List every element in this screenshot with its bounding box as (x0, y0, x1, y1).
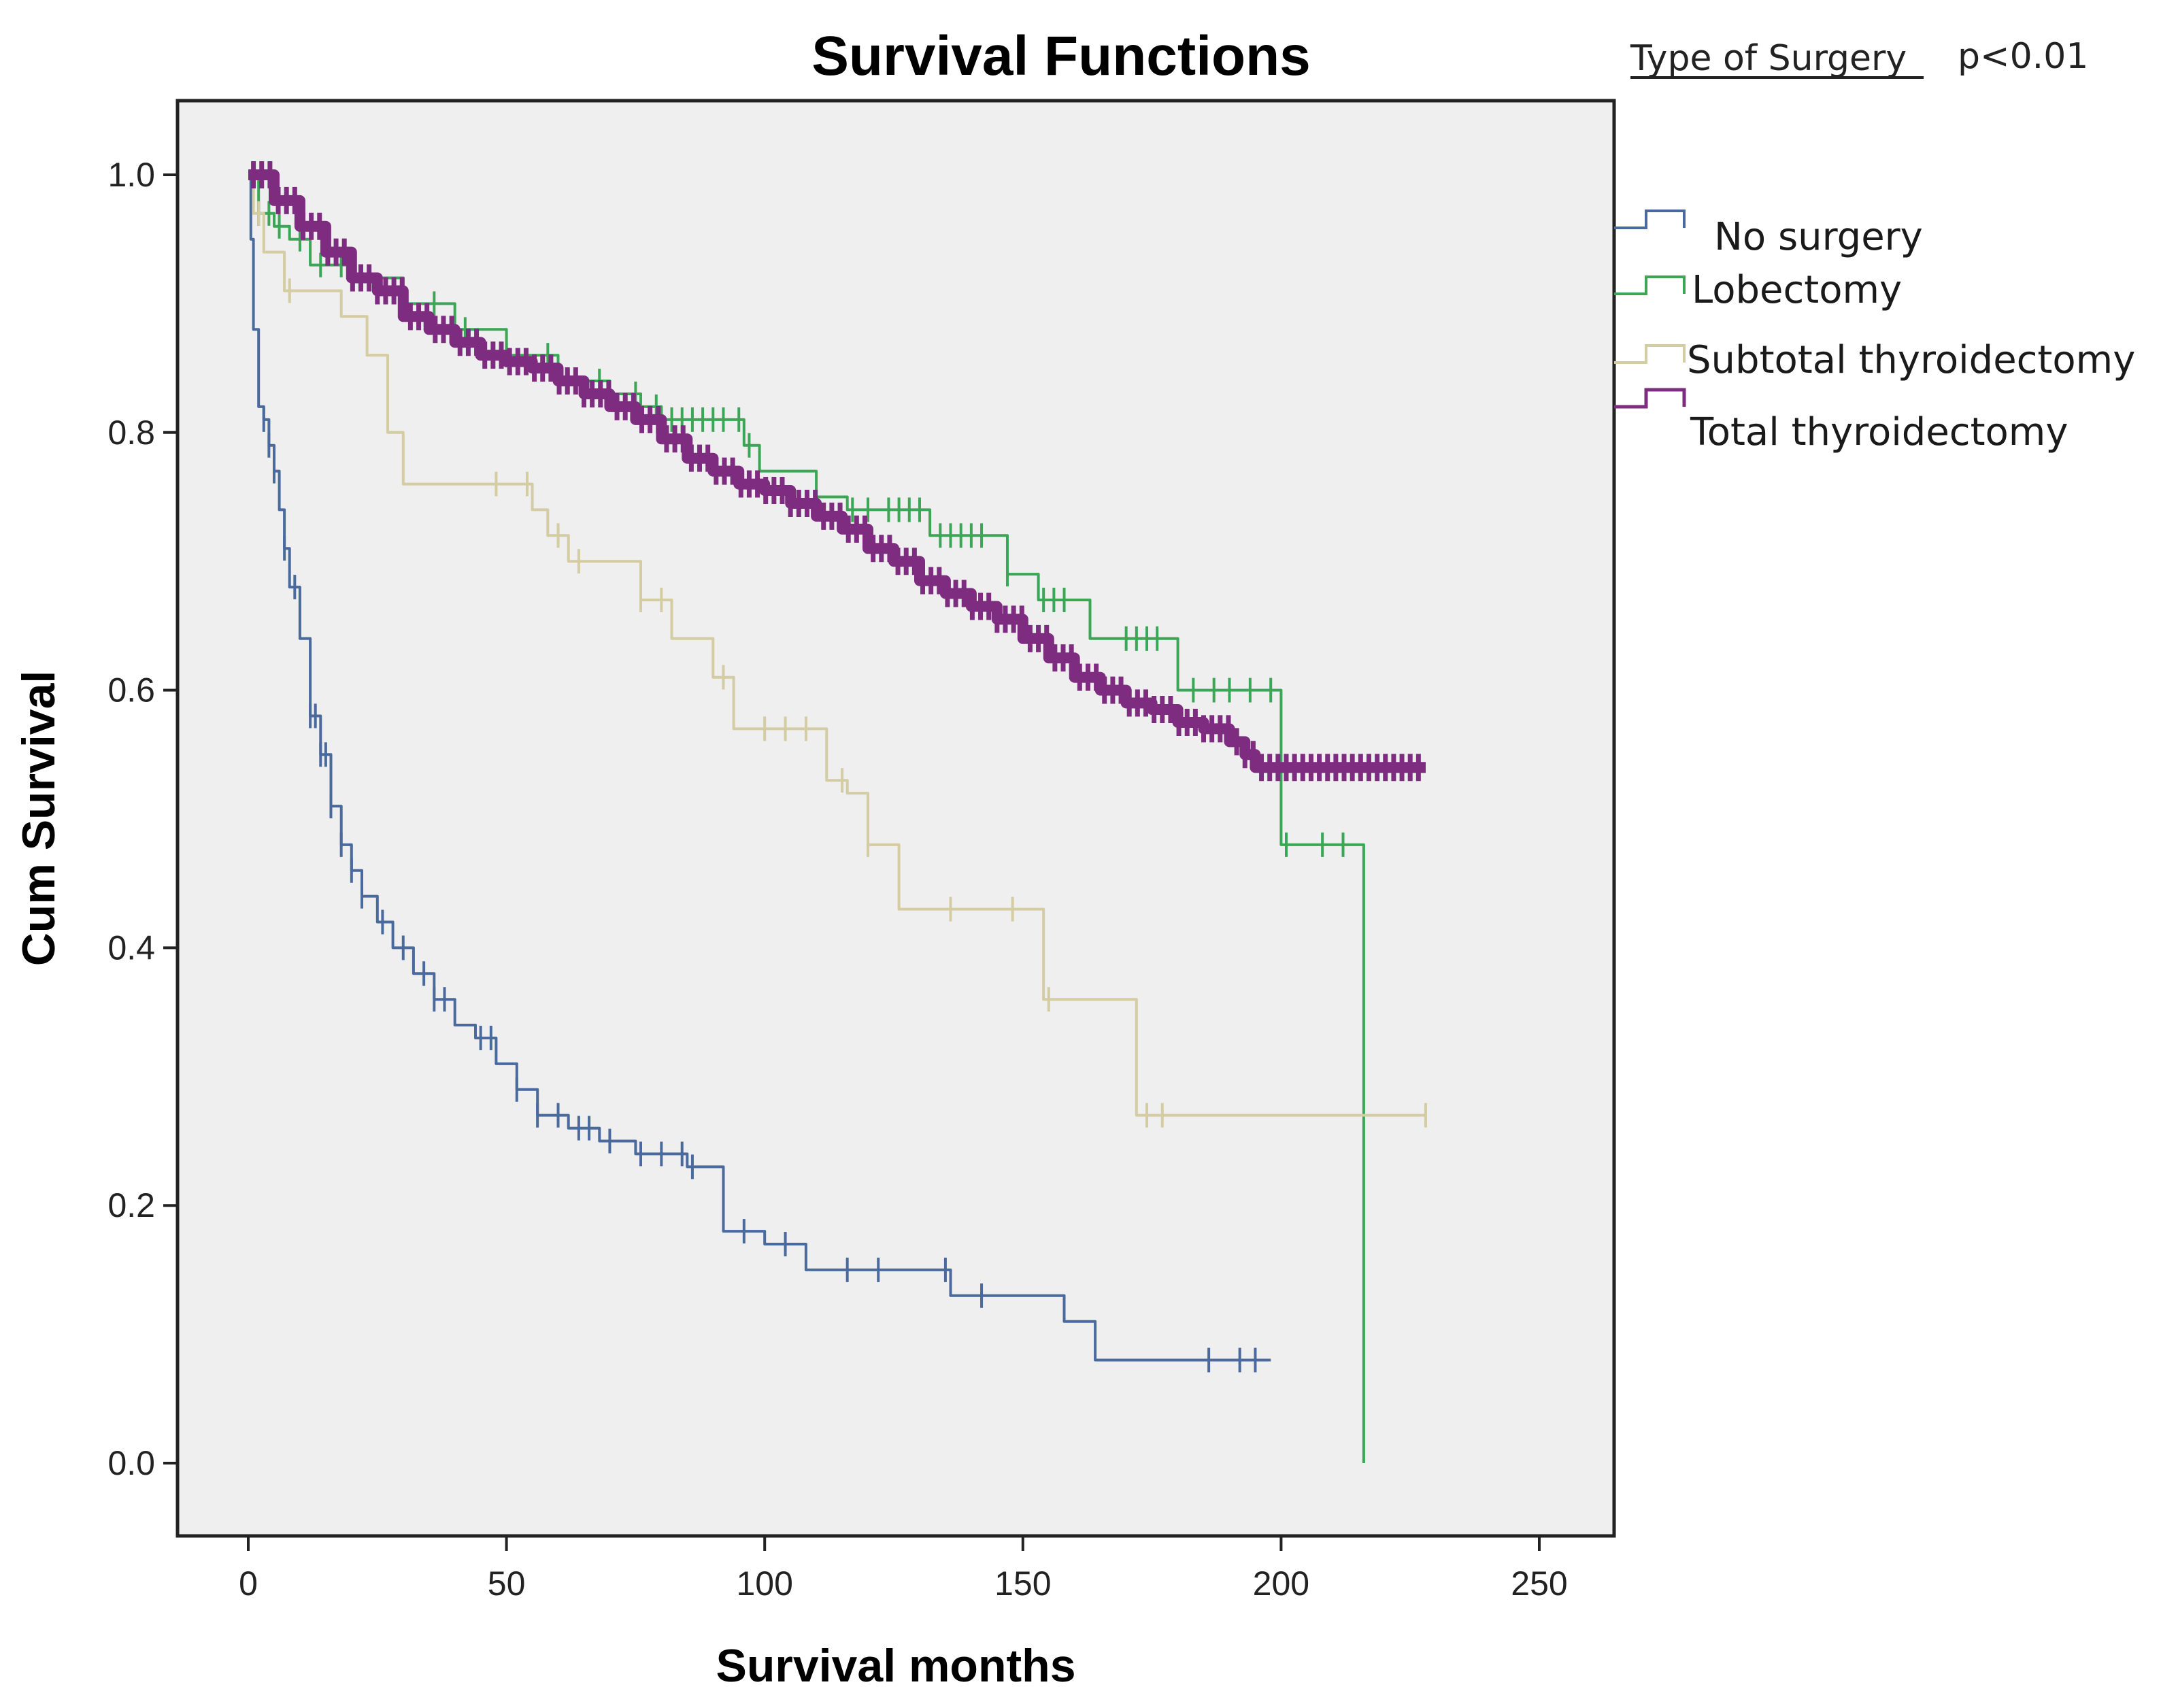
series-total-thyroidectomy (248, 161, 1426, 782)
series-subtotal-thyroidectomy (248, 173, 1427, 1128)
survival-curve-lobectomy (248, 173, 1365, 1463)
y-tick-label: 0.2 (107, 1186, 155, 1224)
y-tick-label: 0.6 (107, 671, 155, 709)
legend-label-no-surgery: No surgery (1714, 215, 1923, 259)
x-tick-label: 200 (1253, 1564, 1309, 1603)
x-tick-label: 150 (994, 1564, 1051, 1603)
legend: Type of Surgery p<0.01 No surgery Lobect… (1614, 36, 2135, 454)
survival-curve-subtotal-thyroidectomy (248, 173, 1426, 1117)
series-layer (248, 161, 1427, 1463)
y-tick-label: 0.4 (107, 928, 155, 967)
y-tick-label: 1.0 (107, 156, 155, 194)
x-tick-label: 250 (1511, 1564, 1567, 1603)
legend-label-subtotal-thyroidectomy: Subtotal thyroidectomy (1687, 338, 2135, 382)
legend-swatch-total-thyroidectomy (1614, 388, 1686, 409)
x-tick-label: 50 (488, 1564, 526, 1603)
p-value: p<0.01 (1958, 36, 2088, 77)
x-tick-label: 100 (736, 1564, 792, 1603)
y-axis-ticks: 0.0 0.2 0.4 0.6 0.8 1.0 (107, 156, 178, 1482)
chart-title: Survival Functions (811, 25, 1311, 87)
legend-swatch-no-surgery (1614, 210, 1686, 229)
series-no-surgery (248, 173, 1271, 1373)
legend-label-total-thyroidectomy: Total thyroidectomy (1690, 410, 2068, 454)
legend-label-lobectomy: Lobectomy (1692, 268, 1902, 312)
x-axis-label: Survival months (716, 1640, 1075, 1692)
x-tick-label: 0 (239, 1564, 258, 1603)
y-axis-label: Cum Survival (13, 671, 65, 967)
legend-title: Type of Surgery (1630, 38, 1907, 79)
legend-swatch-subtotal-thyroidectomy (1614, 344, 1686, 364)
series-lobectomy (248, 173, 1365, 1463)
y-tick-label: 0.8 (107, 414, 155, 452)
x-axis-ticks: 0 50 100 150 200 250 (239, 1536, 1568, 1603)
y-tick-label: 0.0 (107, 1444, 155, 1482)
plot-area (175, 99, 1616, 1538)
legend-swatch-lobectomy (1614, 275, 1686, 295)
